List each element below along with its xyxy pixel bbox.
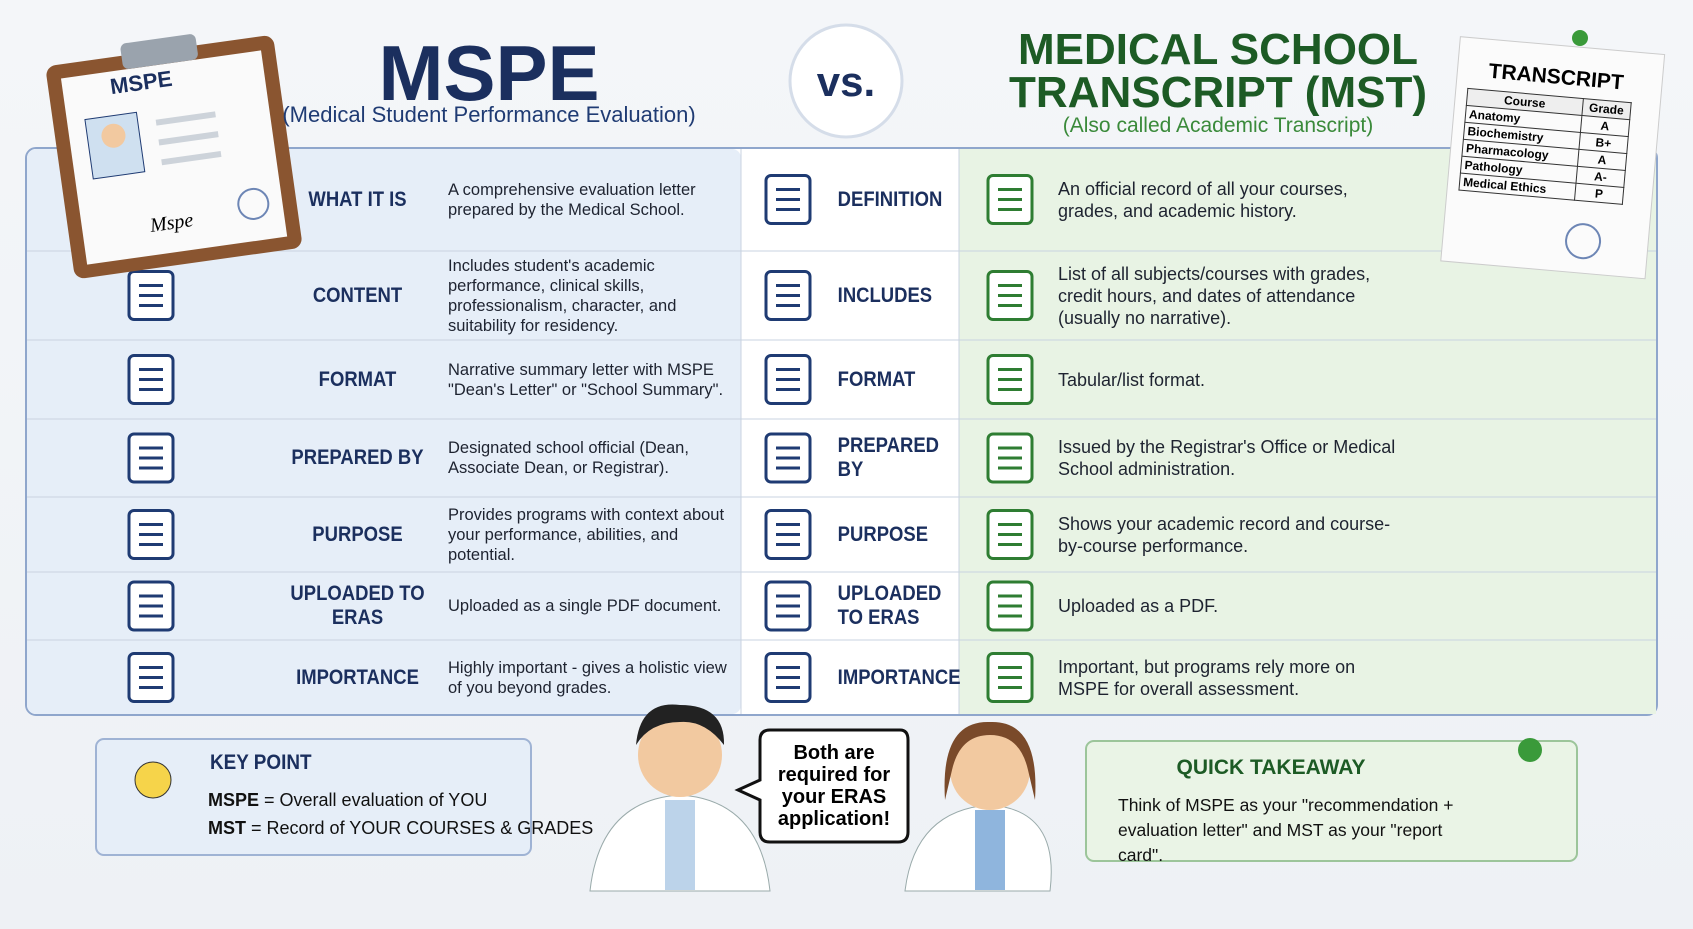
transcript-content: TRANSCRIPT Course Grade Anatomy A Biochemis… — [1458, 58, 1644, 206]
mspe-row-label: WHAT IT IS — [308, 187, 407, 211]
mspe-row-label: PREPARED BY — [291, 446, 424, 469]
mst-row-label: FORMAT — [837, 367, 916, 391]
mspe-row-label: UPLOADED TO ERAS — [290, 582, 425, 629]
mst-row-label: INCLUDES — [837, 283, 933, 307]
mst-icon — [986, 270, 1034, 321]
mst-row-label: IMPORTANCE — [837, 665, 961, 689]
mst-mid-icon — [764, 174, 812, 225]
mst-row-text: Uploaded as a PDF. — [1058, 596, 1219, 616]
mst-title-2: TRANSCRIPT (MST) — [1009, 68, 1427, 117]
mspe-panel — [27, 149, 741, 714]
key-point-lines: MSPE = Overall evaluation of YOU MST = Re… — [208, 786, 593, 842]
vs-label: vs. — [816, 58, 876, 105]
key-point-text: = Record of YOUR COURSES & GRADES — [251, 818, 594, 838]
speech-bubble: Both are required for your ERAS applicat… — [777, 742, 891, 830]
mst-row-text: Tabular/list format. — [1058, 369, 1206, 390]
mst-row-label: PREPARED BY — [837, 434, 940, 481]
mst-row-text: List of all subjects/courses with grades… — [1058, 263, 1371, 328]
mspe-row-text: Designated school official (Dean, Associ… — [448, 439, 689, 477]
takeaway-text: Think of MSPE as your "recommendation + … — [1118, 795, 1454, 865]
mspe-title: MSPE — [378, 29, 600, 117]
clipboard — [46, 34, 302, 279]
mst-mid-icon — [764, 354, 812, 405]
key-point-text: = Overall evaluation of YOU — [264, 790, 488, 810]
mspe-subtitle: (Medical Student Performance Evaluation) — [282, 102, 696, 127]
mspe-row-text: Uploaded as a single PDF document. — [448, 597, 722, 615]
key-point-term: MST — [208, 818, 246, 838]
key-point-line: MSPE = Overall evaluation of YOU — [208, 786, 593, 814]
mspe-row-text: Narrative summary letter with MSPE "Dean… — [448, 360, 724, 399]
mst-mid-icon — [764, 432, 812, 484]
mst-icon — [986, 354, 1034, 405]
mst-title-1: MEDICAL SCHOOL — [1017, 25, 1419, 74]
takeaway-title: QUICK TAKEAWAY — [1176, 756, 1366, 779]
mspe-icon — [127, 580, 175, 632]
mst-icon — [986, 509, 1034, 560]
mspe-row-text: Includes student's academic performance,… — [448, 256, 677, 335]
mst-panel-edge — [1645, 149, 1656, 714]
doctors — [589, 704, 1052, 892]
mst-row-text: An official record of all your courses, … — [1058, 178, 1348, 221]
mst-row-label: UPLOADED TO ERAS — [837, 582, 942, 629]
key-point-term: MSPE — [208, 790, 260, 810]
bulb-icon — [134, 761, 172, 799]
mst-mid-icon — [764, 652, 812, 703]
mst-mid-icon — [764, 270, 812, 321]
key-point-line: MST = Record of YOUR COURSES & GRADES — [208, 814, 593, 842]
key-point-title: KEY POINT — [210, 751, 312, 774]
mst-row-label: DEFINITION — [837, 187, 943, 211]
pin — [1572, 30, 1588, 46]
transcript-cell: P — [1574, 183, 1624, 205]
mst-row-text: Important, but programs rely more on MSP… — [1058, 656, 1356, 699]
mst-row-label: PURPOSE — [837, 522, 929, 546]
mst-row-text: Shows your academic record and course-by… — [1058, 513, 1391, 556]
mspe-row-text: A comprehensive evaluation letter prepar… — [448, 180, 696, 219]
takeaway-box — [1085, 740, 1578, 862]
mst-icon — [986, 652, 1034, 703]
transcript-table: Course Grade Anatomy A Biochemistry B+ Pharma… — [1458, 88, 1632, 205]
mspe-row-text: Highly important - gives a holistic view… — [448, 658, 727, 697]
mst-icon — [986, 432, 1034, 484]
mspe-row-label: FORMAT — [318, 367, 397, 391]
mspe-icon — [127, 270, 175, 321]
mspe-row-text: Provides programs with context about you… — [448, 505, 725, 564]
mspe-icon — [127, 652, 175, 703]
mst-icon — [986, 174, 1034, 225]
pin-icon — [1518, 738, 1542, 762]
key-point-box — [95, 738, 532, 856]
mspe-row-label: CONTENT — [312, 283, 403, 307]
mst-mid-icon — [764, 580, 812, 632]
mspe-row-label: IMPORTANCE — [296, 665, 419, 689]
mspe-icon — [127, 354, 175, 405]
mst-mid-icon — [764, 509, 812, 560]
mspe-icon — [127, 509, 175, 560]
mspe-row-label: PURPOSE — [312, 522, 403, 546]
mspe-icon — [127, 432, 175, 484]
mst-row-text: Issued by the Registrar's Office or Medi… — [1058, 437, 1396, 479]
mst-subtitle: (Also called Academic Transcript) — [1062, 114, 1374, 137]
mst-icon — [986, 580, 1034, 632]
vs-badge — [788, 23, 904, 139]
